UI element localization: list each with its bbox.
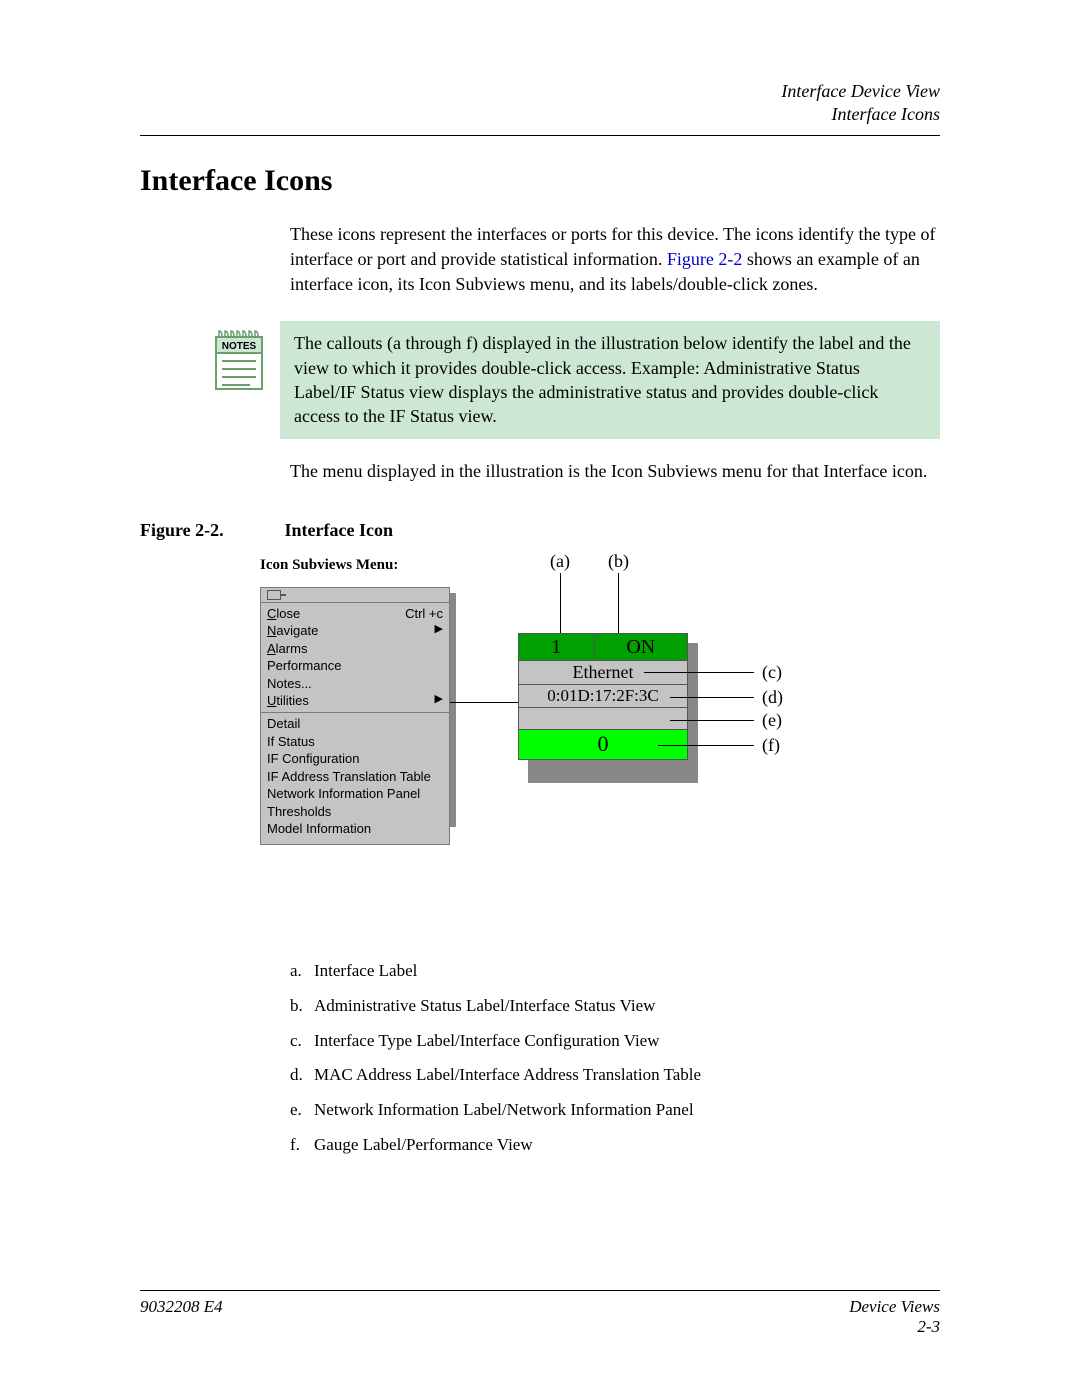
intro-paragraph: These icons represent the interfaces or … [290, 222, 940, 298]
iface-top-row: 1 ON [519, 634, 687, 661]
menu-item-ifstatus[interactable]: If Status [267, 733, 443, 751]
legend-item-c: c.Interface Type Label/Interface Configu… [290, 1027, 940, 1056]
menu-item-thresholds[interactable]: Thresholds [267, 803, 443, 821]
menu-item-alarms[interactable]: Alarms [267, 640, 443, 658]
menu-item-netinfo[interactable]: Network Information Panel [267, 785, 443, 803]
footer-rule [140, 1290, 940, 1291]
menu-item-ifconfig[interactable]: IF Configuration [267, 750, 443, 768]
running-header: Interface Device View Interface Icons [140, 80, 940, 127]
figure-caption: Figure 2-2. Interface Icon [140, 520, 940, 541]
submenu-arrow-icon: ▶ [435, 692, 443, 710]
header-rule [140, 135, 940, 136]
page-footer: 9032208 E4 Device Views 2-3 [140, 1290, 940, 1337]
menu-item-navigate[interactable]: Navigate ▶ [267, 622, 443, 640]
icon-subviews-menu: Close Ctrl +c Navigate ▶ Alarms Performa… [260, 587, 450, 845]
menu-titlebar [261, 588, 449, 603]
callout-line-d [670, 697, 754, 698]
figure-area: Icon Subviews Menu: (a) (b) Close Ctrl +… [260, 557, 860, 877]
callout-line-e [670, 720, 754, 721]
header-line1: Interface Device View [140, 80, 940, 103]
notes-icon: NOTES [212, 327, 266, 398]
pin-icon [267, 590, 281, 600]
notes-text: The callouts (a through f) displayed in … [280, 321, 940, 438]
menu-divider [261, 712, 449, 713]
figure-ref-link[interactable]: Figure 2-2 [667, 249, 743, 269]
menu-item-performance[interactable]: Performance [267, 657, 443, 675]
legend-item-d: d.MAC Address Label/Interface Address Tr… [290, 1061, 940, 1090]
legend-item-a: a.Interface Label [290, 957, 940, 986]
legend-item-e: e.Network Information Label/Network Info… [290, 1096, 940, 1125]
section-title: Interface Icons [140, 164, 940, 198]
callout-b: (b) [608, 551, 629, 572]
footer-page-number: 2-3 [849, 1317, 940, 1337]
notes-icon-label: NOTES [222, 341, 257, 352]
iface-status[interactable]: ON [595, 634, 687, 660]
header-line2: Interface Icons [140, 103, 940, 126]
figure-number: Figure 2-2. [140, 520, 280, 541]
callout-line-c [644, 672, 754, 673]
notes-block: NOTES The callouts (a through f) display… [140, 321, 940, 438]
submenu-arrow-icon: ▶ [435, 622, 443, 640]
footer-right-title: Device Views [849, 1297, 940, 1317]
iface-mac-row[interactable]: 0:01D:17:2F:3C [519, 685, 687, 708]
iface-netinfo-row[interactable] [519, 708, 687, 730]
iface-number[interactable]: 1 [519, 634, 595, 660]
menu-item-detail[interactable]: Detail [267, 715, 443, 733]
menu-shortcut: Ctrl +c [405, 605, 443, 623]
menu-item-notes[interactable]: Notes... [267, 675, 443, 693]
menu-item-close[interactable]: Close Ctrl +c [267, 605, 443, 623]
figure-title: Interface Icon [285, 520, 393, 540]
iface-type-row[interactable]: Ethernet [519, 661, 687, 685]
callout-a: (a) [550, 551, 570, 572]
callout-c: (c) [762, 662, 782, 683]
after-notes-paragraph: The menu displayed in the illustration i… [290, 459, 940, 484]
menu-item-utilities[interactable]: Utilities ▶ [267, 692, 443, 710]
legend-item-f: f.Gauge Label/Performance View [290, 1131, 940, 1160]
footer-left: 9032208 E4 [140, 1297, 223, 1337]
menu-item-ifaddr[interactable]: IF Address Translation Table [267, 768, 443, 786]
menu-to-iface-line [450, 702, 518, 703]
callout-line-f [658, 745, 754, 746]
callout-e: (e) [762, 710, 782, 731]
legend-list: a.Interface Label b.Administrative Statu… [290, 957, 940, 1160]
subviews-menu-label: Icon Subviews Menu: [260, 557, 398, 574]
callout-d: (d) [762, 687, 783, 708]
menu-item-modelinfo[interactable]: Model Information [267, 820, 443, 838]
interface-icon[interactable]: 1 ON Ethernet 0:01D:17:2F:3C 0 [518, 633, 688, 760]
legend-item-b: b.Administrative Status Label/Interface … [290, 992, 940, 1021]
callout-f: (f) [762, 735, 780, 756]
